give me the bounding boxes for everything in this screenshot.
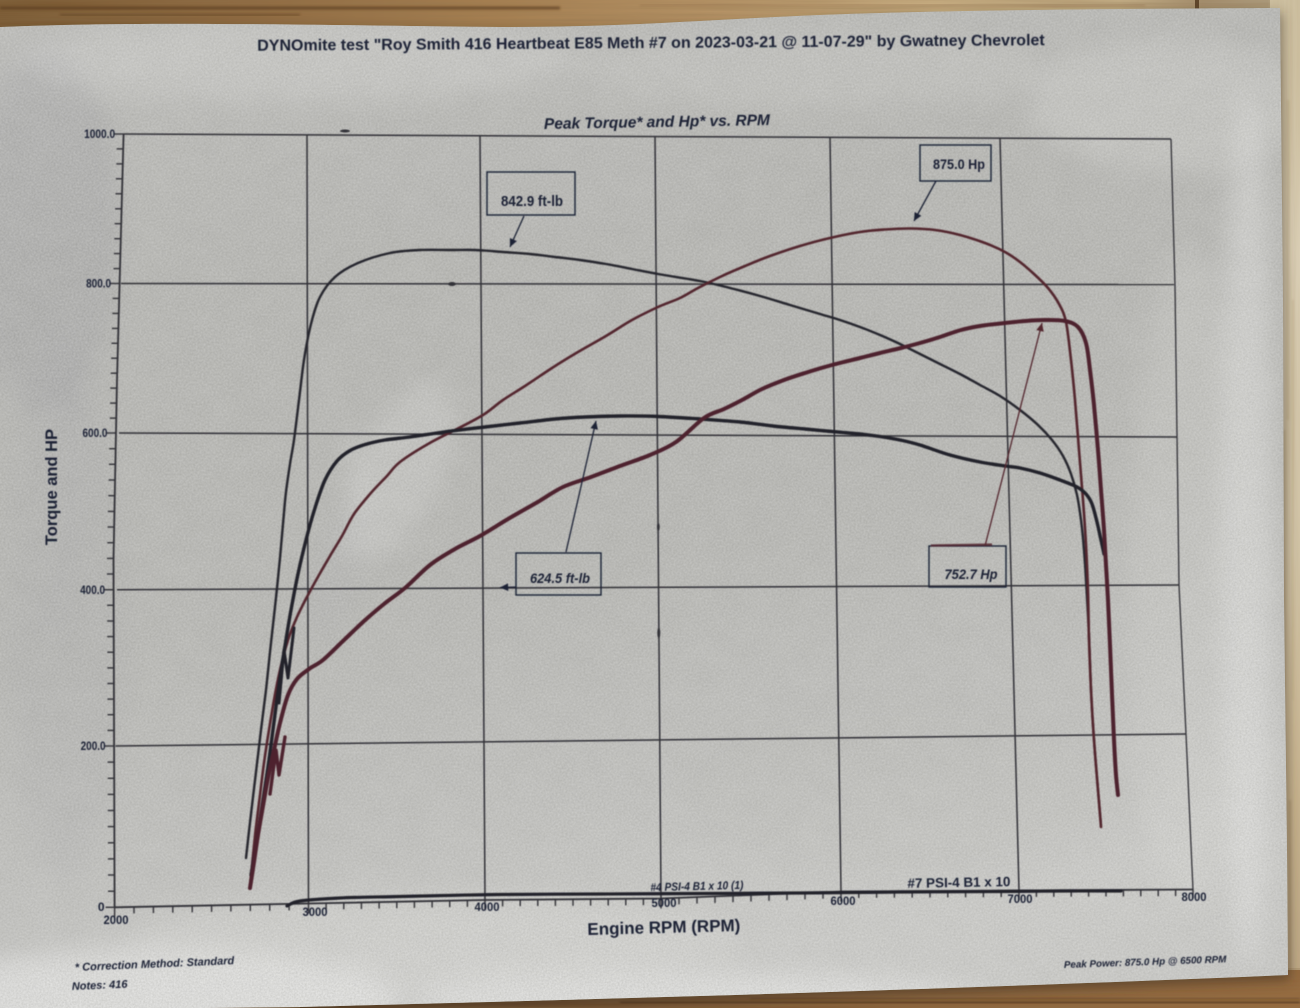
svg-text:#7 PSI-4 B1 x 10: #7 PSI-4 B1 x 10: [907, 874, 1010, 891]
svg-text:8000: 8000: [1182, 890, 1207, 904]
svg-text:Engine RPM (RPM): Engine RPM (RPM): [587, 916, 740, 939]
svg-text:875.0 Hp: 875.0 Hp: [933, 156, 985, 172]
svg-text:#4 PSI-4 B1 x 10 (1): #4 PSI-4 B1 x 10 (1): [650, 880, 743, 894]
svg-text:4000: 4000: [475, 900, 500, 914]
svg-text:752.7 Hp: 752.7 Hp: [945, 566, 998, 582]
svg-text:Torque and HP: Torque and HP: [43, 429, 61, 545]
svg-text:7000: 7000: [1008, 892, 1033, 906]
svg-text:1000.0: 1000.0: [84, 127, 115, 141]
svg-text:DYNOmite test "Roy Smith 416 H: DYNOmite test "Roy Smith 416 Heartbeat E…: [257, 32, 1045, 55]
svg-text:800.0: 800.0: [86, 277, 111, 291]
svg-text:842.9 ft-lb: 842.9 ft-lb: [501, 193, 563, 210]
svg-text:600.0: 600.0: [82, 426, 107, 440]
svg-text:624.5 ft-lb: 624.5 ft-lb: [530, 570, 590, 586]
svg-text:2000: 2000: [104, 913, 129, 927]
svg-text:400.0: 400.0: [80, 583, 105, 597]
svg-text:5000: 5000: [652, 896, 677, 910]
svg-text:Peak Torque* and Hp* vs. RPM: Peak Torque* and Hp* vs. RPM: [544, 112, 771, 133]
svg-text:200.0: 200.0: [81, 739, 106, 753]
svg-text:0: 0: [98, 900, 105, 914]
svg-text:Notes: 416: Notes: 416: [72, 979, 129, 993]
svg-text:6000: 6000: [831, 894, 856, 908]
svg-text:3000: 3000: [303, 905, 328, 919]
